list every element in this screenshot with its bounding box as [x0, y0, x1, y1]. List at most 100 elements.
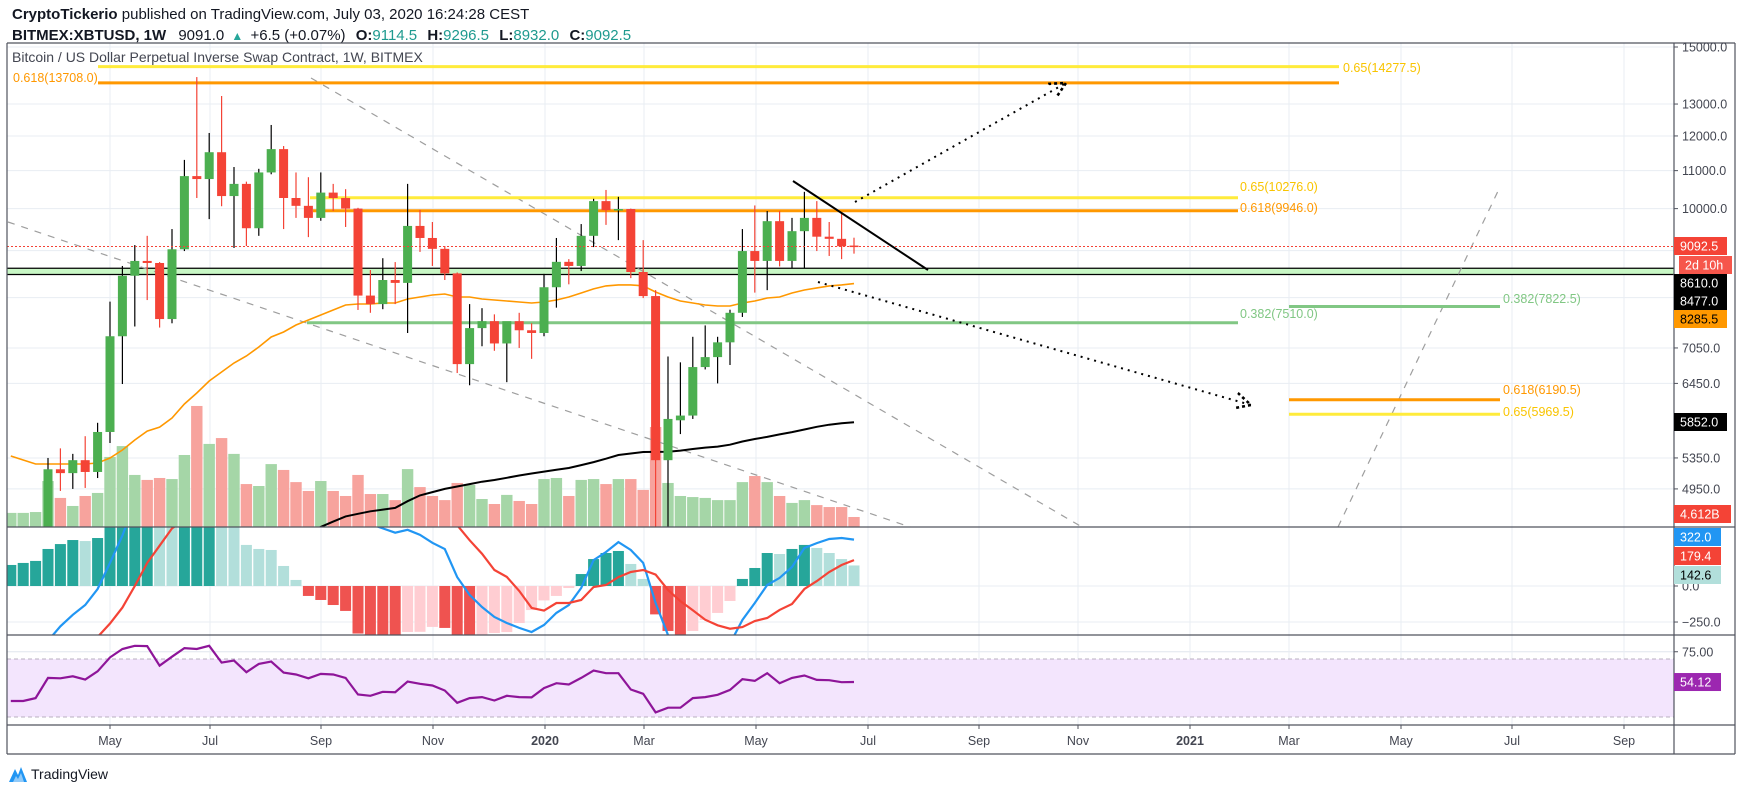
rsi-pane[interactable] [7, 644, 1674, 718]
candle-body [93, 431, 103, 472]
candle-up[interactable] [589, 198, 599, 248]
candle-body [316, 192, 326, 218]
macd-pane[interactable] [5, 406, 860, 699]
bearish-projection-arrow[interactable] [817, 281, 1251, 405]
candle-up[interactable] [117, 265, 127, 385]
candle-down[interactable] [440, 245, 450, 281]
tag-background [1674, 547, 1721, 565]
candle-down[interactable] [155, 262, 165, 328]
candle-down[interactable] [291, 172, 301, 218]
candle-down[interactable] [812, 201, 822, 252]
candle-up[interactable] [799, 191, 809, 269]
candle-down[interactable] [415, 209, 425, 252]
candle-down[interactable] [390, 262, 400, 305]
candle-up[interactable] [465, 304, 475, 386]
candle-down[interactable] [365, 270, 375, 313]
candle-down[interactable] [775, 211, 785, 267]
candle-down[interactable] [824, 221, 834, 256]
volume-bar [550, 477, 563, 527]
candle-down[interactable] [452, 272, 462, 374]
candle-up[interactable] [130, 245, 140, 327]
candle-up[interactable] [254, 168, 264, 236]
macd-histogram-bar [92, 538, 104, 586]
candle-up[interactable] [725, 309, 735, 365]
price-axis[interactable]: 15000.0 13000.0 12000.0 11000.0 10000.0 7050.… [1674, 41, 1727, 660]
candle-up[interactable] [266, 124, 276, 175]
candle-body [241, 183, 251, 229]
candle-body [80, 460, 90, 472]
macd-histogram-bar [625, 563, 637, 586]
candle-down[interactable] [353, 207, 363, 310]
candle-up[interactable] [787, 217, 797, 269]
time-axis-label: Jul [1504, 734, 1520, 748]
candle-up[interactable] [378, 258, 388, 310]
bullish-projection-arrow[interactable] [854, 83, 1066, 203]
volume-bar [575, 479, 587, 527]
time-axis[interactable]: May Jul Sep Nov 2020 Mar May Jul Sep Nov 2021 Mar Ma… [98, 725, 1635, 748]
publisher-name[interactable]: CryptoTickerio [12, 6, 118, 23]
candle-up[interactable] [713, 336, 723, 384]
candle-up[interactable] [68, 453, 78, 489]
candle-up[interactable] [700, 325, 710, 370]
volume-bar [401, 469, 414, 527]
candle-down[interactable] [527, 323, 537, 359]
candle-body [68, 460, 78, 474]
candle-up[interactable] [551, 237, 561, 308]
macd-histogram-bar [402, 586, 414, 632]
symbol-name[interactable]: BITMEX:XBTUSD, 1W [12, 27, 167, 44]
candle-down[interactable] [80, 436, 90, 488]
candle-down[interactable] [837, 213, 847, 260]
candle-up[interactable] [477, 308, 487, 347]
candle-down[interactable] [328, 183, 338, 212]
candle-up[interactable] [93, 422, 103, 479]
candle-up[interactable] [403, 183, 413, 333]
candle-up[interactable] [762, 211, 772, 291]
rsi-value-tag: 54.12 [1674, 673, 1721, 692]
candle-up[interactable] [179, 159, 189, 252]
candle-down[interactable] [601, 189, 611, 225]
candle-down[interactable] [192, 77, 202, 198]
candle-down[interactable] [514, 312, 524, 348]
candle-down[interactable] [849, 237, 859, 254]
candle-down[interactable] [427, 221, 437, 266]
candle-body [254, 172, 264, 229]
candle-down[interactable] [341, 189, 351, 227]
macd-histogram-bar [42, 548, 54, 586]
candle-body [775, 221, 785, 261]
candle-up[interactable] [229, 167, 239, 248]
candle-up[interactable] [105, 301, 115, 444]
candle-up[interactable] [663, 356, 673, 536]
candle-body [43, 469, 53, 527]
candle-down[interactable] [626, 208, 636, 279]
candle-down[interactable] [638, 240, 648, 299]
dashed-trendline[interactable] [310, 77, 1083, 527]
candle-down[interactable] [303, 177, 313, 238]
candle-up[interactable] [688, 336, 698, 419]
candle-down[interactable] [750, 205, 760, 293]
volume-bar [451, 482, 463, 527]
candle-down[interactable] [217, 95, 227, 207]
candle-down[interactable] [241, 181, 251, 246]
zone-bottom-tag: 8477.0 [1674, 292, 1727, 310]
candle-up[interactable] [737, 229, 747, 317]
tradingview-logo[interactable]: TradingView [8, 765, 108, 783]
candle-up[interactable] [576, 224, 586, 272]
candle-down[interactable] [279, 146, 289, 230]
candle-up[interactable] [43, 457, 53, 564]
candle-up[interactable] [502, 321, 512, 383]
candle-body [489, 321, 499, 344]
candle-down[interactable] [651, 290, 661, 616]
candle-down[interactable] [489, 314, 499, 351]
resistance-trendline[interactable] [792, 180, 929, 271]
price-pane[interactable] [5, 67, 1674, 616]
candle-up[interactable] [613, 196, 623, 241]
candle-up[interactable] [316, 172, 326, 221]
dashed-trendline[interactable] [1337, 188, 1500, 527]
candle-up[interactable] [675, 362, 685, 435]
candle-up[interactable] [539, 273, 549, 337]
candle-down[interactable] [564, 259, 574, 285]
candle-up[interactable] [204, 132, 214, 220]
candle-down[interactable] [55, 448, 65, 491]
candle-up[interactable] [167, 229, 177, 324]
